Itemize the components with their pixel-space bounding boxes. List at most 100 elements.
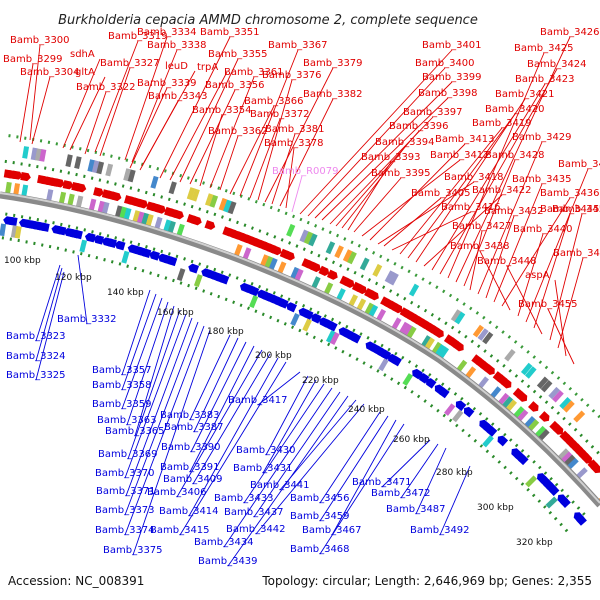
gene-label: Bamb_3459 [290, 415, 389, 522]
forward-gene-arrow [284, 250, 295, 261]
gene-name: Bamb_3426 [540, 27, 600, 38]
gene-feature-box [227, 201, 237, 215]
gene-feature-box [163, 219, 172, 233]
leader-line [335, 130, 420, 227]
gene-feature-box [308, 233, 318, 247]
gene-feature-box [13, 183, 21, 196]
gene-name: Bamb_3355 [208, 49, 268, 60]
gene-label: Bamb_3376 [257, 70, 322, 201]
reverse-gene-arrow [55, 226, 67, 236]
gene-label: Bamb_3416 [391, 202, 501, 251]
gene-label: Bamb_3420 [407, 104, 545, 259]
gene-feature-box [420, 335, 432, 348]
leader-line [31, 76, 51, 145]
gene-name: leuD [165, 61, 188, 72]
gene-label: Bamb_3370 [95, 313, 187, 479]
chromosome-backbone [0, 191, 600, 508]
gene-name: Bamb_3374 [95, 525, 155, 536]
gene-feature-box [512, 406, 525, 419]
reverse-gene-arrow [455, 400, 467, 412]
gene-label: Bamb_3366 [229, 96, 304, 195]
reverse-gene-arrow [560, 497, 571, 508]
reverse-gene-arrow [302, 309, 314, 320]
leader-line [506, 265, 543, 335]
gene-feature-box [123, 168, 132, 182]
leader-line [219, 135, 239, 191]
gene-name: Bamb_3427 [452, 221, 512, 232]
forward-gene-arrow [11, 170, 23, 180]
gene-label: Bamb_3381 [265, 124, 325, 205]
gene-name: Bamb_3405 [411, 188, 471, 199]
gene-label: Bamb_3395 [353, 168, 431, 233]
gene-name: Bamb_3431 [233, 463, 293, 474]
gene-label: Bamb_3409 [163, 353, 271, 485]
leader-line [381, 439, 431, 488]
gene-feature-box [431, 341, 443, 355]
gene-label: Bamb_3393 [347, 152, 421, 231]
gene-feature-box [450, 309, 462, 322]
forward-gene-arrow [343, 277, 355, 288]
gene-label: Bamb_3361 [209, 67, 284, 189]
gene-label: leuD [141, 61, 196, 167]
gene-name: Bamb_3437 [224, 507, 284, 518]
gene-label: trpA [169, 62, 228, 181]
gene-feature-box [22, 146, 30, 159]
reverse-gene-arrow [166, 256, 178, 267]
leader-line [69, 76, 106, 151]
gene-name: Bamb_3369 [98, 449, 158, 460]
gene-feature-box [563, 454, 576, 467]
leader-line [455, 36, 571, 283]
reverse-gene-arrow [93, 235, 105, 245]
gene-name: Bamb_3487 [386, 504, 446, 515]
gene-name: Bamb_3327 [100, 58, 160, 69]
forward-gene-arrow [453, 340, 464, 352]
gene-feature-box [141, 212, 150, 226]
gene-label: Bamb_3417 [228, 371, 301, 406]
forward-gene-arrow [538, 411, 550, 422]
gene-feature-box [176, 223, 185, 237]
gene-feature-box [58, 191, 67, 205]
reverse-gene-arrow [277, 298, 289, 309]
gene-label: Bamb_3304 [20, 67, 80, 145]
forward-gene-arrow [190, 215, 202, 226]
kbp-tick-label: 240 kbp [348, 405, 385, 415]
gene-name: Bamb_3433 [214, 493, 274, 504]
gene-label: Bamb_3327 [99, 58, 160, 157]
gene-label: Bamb_3437 [224, 391, 341, 518]
map-title: Burkholderia cepacia AMMD chromosome 2, … [58, 13, 478, 28]
gene-name: Bamb_3397 [403, 107, 463, 118]
gene-feature-box [356, 298, 367, 312]
gene-label: Bamb_3363 [97, 301, 169, 426]
gene-feature-box [268, 257, 278, 271]
leader-line [557, 257, 584, 349]
gene-label: Bamb_3371 [96, 317, 193, 497]
forward-gene-arrow [20, 172, 31, 182]
reverse-gene-arrow [548, 485, 560, 496]
gene-name: Bamb_3432 [484, 206, 544, 217]
gene-feature-box [505, 399, 518, 412]
gene-feature-box [406, 326, 417, 340]
gene-name: Bamb_3332 [57, 314, 117, 325]
gene-label: Bamb_3453 [553, 248, 600, 349]
leader-line [124, 325, 205, 536]
gene-label: Bamb_3415 [150, 361, 287, 536]
gene-label: Bamb_3431 [233, 379, 317, 474]
gene-label: Bamb_3334 [124, 27, 197, 161]
gene-name: Bamb_3338 [147, 40, 207, 51]
gene-label: Bamb_3343 [139, 91, 208, 171]
leader-line [533, 213, 571, 329]
gene-name: Bamb_3409 [163, 474, 223, 485]
leader-line [121, 289, 151, 376]
gene-feature-box [434, 344, 446, 357]
gene-label: Bamb_3375 [103, 329, 211, 556]
leader-line [243, 383, 325, 504]
leader-line [190, 341, 247, 453]
gene-label: Bamb_3399 [314, 72, 482, 219]
gene-label: Bamb_3339 [129, 78, 197, 169]
gene-feature-box [489, 386, 502, 399]
gene-label: Bamb_3468 [290, 423, 405, 555]
leader-line [525, 168, 589, 323]
kbp-tick-label: 100 kbp [4, 256, 41, 266]
gene-label: Bamb_3365 [105, 305, 175, 437]
gene-feature-box [259, 254, 269, 268]
